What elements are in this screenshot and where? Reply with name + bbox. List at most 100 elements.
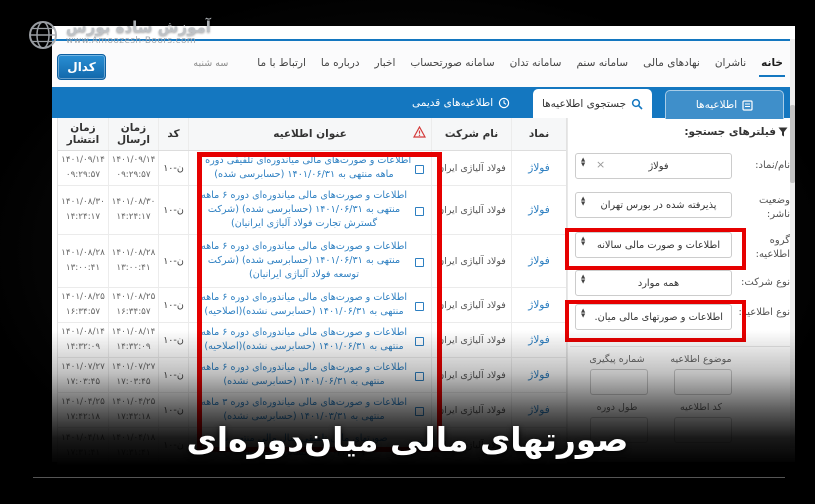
company-name: فولاد آلیاژی ایران: [431, 186, 511, 234]
announcement-type-select[interactable]: ▲ ▼ اطلاعات و صورتهای مالی میان...: [575, 304, 732, 330]
external-link-icon: [415, 257, 424, 267]
nav-item-contact-us[interactable]: ارتباط با ما: [257, 57, 306, 69]
old-announcements-icon: [498, 97, 510, 109]
period-length-label: طول دوره: [596, 402, 638, 413]
symbol-link[interactable]: فولاژ: [511, 358, 566, 392]
symbol-link[interactable]: فولاژ: [511, 151, 566, 185]
letter-code: ن-۱۰: [158, 323, 188, 357]
nav-item-sanam-system[interactable]: سامانه سنم: [576, 57, 629, 69]
header-published[interactable]: زمان انتشار: [66, 122, 100, 146]
announcement-title-cell: اطلاعات و صورت‌های مالی میاندوره‌ای دوره…: [188, 186, 431, 234]
filters-separator: [570, 346, 790, 347]
external-link-icon: [415, 406, 424, 416]
publisher-status-select[interactable]: ▲ ▼ پذیرفته شده در بورس تهران: [575, 192, 732, 218]
publish-time-cell: ۱۴۰۱/۰۸/۲۸ ۱۳:۰۰:۴۱: [61, 248, 105, 273]
table-row[interactable]: فولاژ فولاد آلیاژی ایران اطلاعات و صورت‌…: [58, 235, 566, 288]
announcement-title-link[interactable]: اطلاعات و صورت‌های مالی میاندوره‌ای دوره…: [200, 327, 408, 352]
announcements-icon: [742, 99, 753, 111]
announcement-title-link[interactable]: اطلاعات و صورت‌های مالی میاندوره‌ای دوره…: [200, 190, 408, 229]
announcement-title-cell: اطلاعات و صورت‌های مالی میاندوره‌ای دوره…: [188, 358, 431, 392]
sent-time-cell: ۱۴۰۱/۰۹/۱۴ ۰۹:۲۹:۵۷: [108, 151, 158, 185]
announcement-title-link[interactable]: اطلاعات و صورت‌های مالی میاندوره‌ای دوره…: [200, 292, 408, 317]
symbol-link[interactable]: فولاژ: [511, 186, 566, 234]
warning-icon: [413, 126, 426, 138]
company-name: فولاد آلیاژی ایران: [431, 358, 511, 392]
tab-search-announcements[interactable]: جستجوی اطلاعیه‌ها: [533, 89, 652, 118]
sent-time-cell: ۱۴۰۱/۰۸/۳۰ ۱۴:۲۴:۱۷: [108, 186, 158, 234]
company-name: فولاد آلیاژی ایران: [431, 151, 511, 185]
announcement-title-link[interactable]: اطلاعات و صورت‌های مالی میاندوره‌ای دوره…: [200, 362, 408, 387]
vertical-scrollbar[interactable]: [790, 39, 795, 448]
publish-time-cell: ۱۴۰۱/۰۷/۲۷ ۱۷:۰۳:۴۵: [61, 362, 105, 387]
clear-icon[interactable]: ×: [596, 158, 606, 171]
symbol-link[interactable]: فولاژ: [511, 235, 566, 287]
search-filters-panel: فیلترهای جستجو: نام/نماد: ▲ ▼ × فولاژ وضع…: [570, 118, 790, 462]
external-link-icon: [415, 206, 424, 216]
announcement-title-cell: اطلاعات و صورت‌های مالی میاندوره‌ای دوره…: [188, 235, 431, 287]
subject-field-group: موضوع اطلاعیه: [670, 354, 732, 395]
table-header-row: نماد نام شرکت عنوان اطلاعیه کد زمان ارسا…: [58, 118, 566, 151]
filters-title: فیلترهای جستجو:: [684, 126, 788, 138]
nav-item-tedan-system[interactable]: سامانه تدان: [509, 57, 562, 69]
table-row[interactable]: فولاژ فولاد آلیاژی ایران اطلاعات و صورت‌…: [58, 151, 566, 186]
announcement-title-link[interactable]: اطلاعات و صورت‌های مالی میاندوره‌ای دوره…: [200, 241, 408, 280]
symbol-filter-select[interactable]: ▲ ▼ × فولاژ: [575, 153, 732, 179]
sent-time-cell: ۱۴۰۱/۰۷/۲۷ ۱۷:۰۳:۴۵: [108, 358, 158, 392]
tracking-label: شماره پیگیری: [589, 354, 645, 365]
company-name: فولاد آلیاژی ایران: [431, 323, 511, 357]
external-link-icon: [415, 301, 424, 311]
top-navbar: کدال خانه ناشران نهادهای مالی سامانه سنم…: [52, 39, 795, 90]
letter-code: ن-۱۰: [158, 358, 188, 392]
header-code[interactable]: کد: [158, 118, 188, 150]
scrollbar-thumb[interactable]: [790, 105, 795, 183]
announcement-title-cell: اطلاعات و صورت‌های مالی میاندوره‌ای دوره…: [188, 288, 431, 322]
header-sent[interactable]: زمان ارسال: [108, 118, 158, 150]
globe-icon: [26, 18, 60, 52]
subject-label: موضوع اطلاعیه: [670, 354, 732, 365]
tracking-input[interactable]: [590, 369, 648, 395]
letter-code: ن-۱۰: [158, 151, 188, 185]
table-row[interactable]: فولاژ فولاد آلیاژی ایران اطلاعات و صورت‌…: [58, 358, 566, 393]
nav-item-publishers[interactable]: ناشران: [714, 57, 747, 69]
old-announcements-link[interactable]: اطلاعیه‌های قدیمی: [412, 92, 510, 114]
header-symbol[interactable]: نماد: [511, 118, 566, 150]
company-name: فولاد آلیاژی ایران: [431, 235, 511, 287]
sent-time-cell: ۱۴۰۱/۰۸/۲۸ ۱۳:۰۰:۴۱: [108, 235, 158, 287]
external-link-icon: [415, 164, 424, 174]
nav-item-invoice-system[interactable]: سامانه صورتحساب: [410, 57, 495, 69]
sort-arrows-icon: ▲ ▼: [581, 308, 586, 319]
watermark-brand: آموزش ساده بورس: [66, 18, 211, 36]
nav-item-financial-institutions[interactable]: نهادهای مالی: [643, 57, 700, 69]
publish-time-cell: ۱۴۰۱/۰۹/۱۴ ۰۹:۲۹:۵۷: [61, 155, 105, 180]
announcements-table: نماد نام شرکت عنوان اطلاعیه کد زمان ارسا…: [57, 118, 567, 465]
header-title[interactable]: عنوان اطلاعیه: [188, 118, 431, 150]
table-row[interactable]: فولاژ فولاد آلیاژی ایران اطلاعات و صورت‌…: [58, 186, 566, 235]
search-icon: [631, 98, 643, 110]
frame-border-line: [33, 477, 785, 478]
table-row[interactable]: فولاژ فولاد آلیاژی ایران اطلاعات و صورت‌…: [58, 288, 566, 323]
sort-arrows-icon: ▲ ▼: [581, 236, 586, 247]
letter-code: ن-۱۰: [158, 288, 188, 322]
external-link-icon: [415, 371, 424, 381]
tracking-field-group: شماره پیگیری: [586, 354, 648, 395]
announcement-group-select[interactable]: ▲ ▼ اطلاعات و صورت مالی سالانه: [575, 232, 732, 258]
watermark-url: www.Amoozesh-Boors.com: [66, 36, 197, 46]
nav-item-about-us[interactable]: درباره ما: [320, 57, 360, 69]
subject-input[interactable]: [674, 369, 732, 395]
browser-content: کدال خانه ناشران نهادهای مالی سامانه سنم…: [52, 26, 795, 465]
company-name: فولاد آلیاژی ایران: [431, 288, 511, 322]
publish-time-cell: ۱۴۰۱/۰۸/۱۴ ۱۴:۳۲:۰۹: [61, 327, 105, 352]
nav-item-home[interactable]: خانه: [759, 57, 785, 77]
symbol-link[interactable]: فولاژ: [511, 288, 566, 322]
company-type-select[interactable]: ▲ ▼ همه موارد: [575, 270, 732, 296]
nav-item-news[interactable]: اخبار: [374, 57, 396, 69]
announcement-title-link[interactable]: اطلاعات و صورت‌های مالی میاندوره‌ای تلفی…: [196, 155, 412, 180]
codal-logo[interactable]: کدال: [57, 54, 106, 80]
table-row[interactable]: فولاژ فولاد آلیاژی ایران اطلاعات و صورت‌…: [58, 323, 566, 358]
symbol-link[interactable]: فولاژ: [511, 323, 566, 357]
content-divider: [567, 118, 568, 462]
header-company[interactable]: نام شرکت: [431, 118, 511, 150]
publish-time-cell: ۱۴۰۱/۰۸/۳۰ ۱۴:۲۴:۱۷: [61, 197, 105, 222]
tab-announcements[interactable]: اطلاعیه‌ها: [665, 90, 784, 119]
